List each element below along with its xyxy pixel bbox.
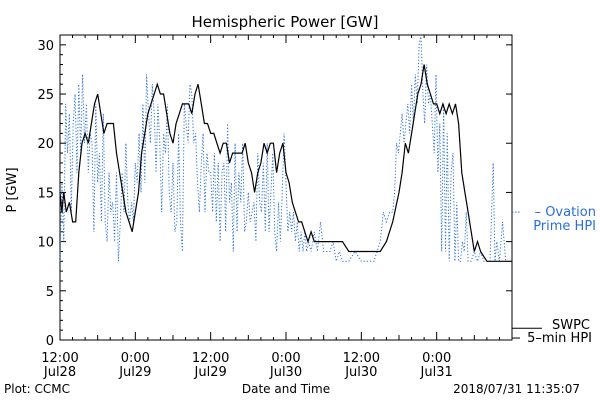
x-axis-label: Date and Time xyxy=(242,382,330,396)
x-tick-label-time: 12:00 xyxy=(41,351,78,366)
x-tick-label-date: Jul29 xyxy=(118,365,151,380)
chart-title: Hemispheric Power [GW] xyxy=(192,13,379,31)
legend-label-swpc-1: SWPC xyxy=(552,318,590,333)
x-tick-label-date: Jul31 xyxy=(420,365,453,380)
x-tick-label-date: Jul30 xyxy=(344,365,377,380)
x-tick-label-time: 0:00 xyxy=(422,351,451,366)
x-tick-label-date: Jul28 xyxy=(43,365,76,380)
x-tick-label-time: 12:00 xyxy=(192,351,229,366)
y-tick-label: 10 xyxy=(37,236,54,251)
y-tick-label: 30 xyxy=(37,39,54,54)
plot-timestamp: 2018/07/31 11:35:07 xyxy=(453,382,580,396)
y-axis-label: P [GW] xyxy=(5,167,20,212)
series-line-ovation xyxy=(59,34,512,263)
series-line-swpc xyxy=(59,64,512,262)
x-tick-label-date: Jul29 xyxy=(194,365,227,380)
x-axis-ticks: 12:00Jul280:00Jul2912:00Jul290:00Jul3012… xyxy=(41,35,513,380)
legend-label-ovation-2: Prime HPI xyxy=(533,219,596,234)
y-tick-label: 5 xyxy=(46,285,54,300)
x-tick-label-date: Jul30 xyxy=(269,365,302,380)
y-tick-label: 0 xyxy=(46,334,54,349)
y-tick-label: 15 xyxy=(37,186,54,201)
x-tick-label-time: 0:00 xyxy=(121,351,150,366)
legend-label-ovation-1: – Ovation xyxy=(535,205,596,220)
plot-source: Plot: CCMC xyxy=(4,382,70,396)
x-tick-label-time: 0:00 xyxy=(271,351,300,366)
y-tick-label: 20 xyxy=(37,137,54,152)
y-axis-ticks: 0 5 10 15 20 25 30 xyxy=(37,34,512,349)
series-group xyxy=(59,34,512,263)
x-tick-label-time: 12:00 xyxy=(343,351,380,366)
legend-label-swpc-2: 5–min HPI xyxy=(527,331,592,346)
y-tick-label: 25 xyxy=(37,88,54,103)
